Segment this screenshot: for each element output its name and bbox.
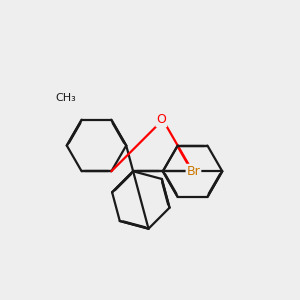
Text: O: O <box>156 113 166 126</box>
Text: CH₃: CH₃ <box>56 93 76 103</box>
Text: O: O <box>190 165 200 178</box>
Text: Br: Br <box>187 165 200 178</box>
